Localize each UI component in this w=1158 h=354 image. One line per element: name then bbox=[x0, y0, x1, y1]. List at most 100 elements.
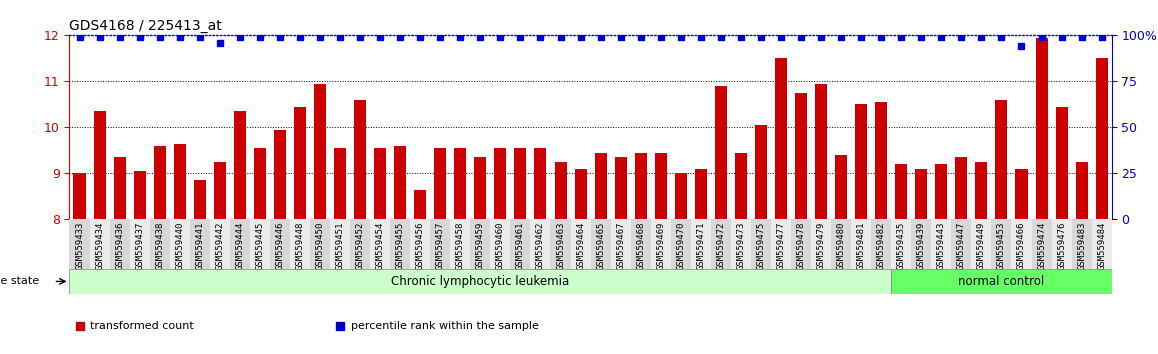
Text: GSM559478: GSM559478 bbox=[797, 222, 806, 270]
Bar bbox=[174, 143, 185, 219]
Text: GSM559464: GSM559464 bbox=[576, 222, 585, 270]
Bar bbox=[1092, 219, 1112, 269]
Text: GSM559469: GSM559469 bbox=[657, 222, 665, 270]
Text: GSM559480: GSM559480 bbox=[836, 222, 845, 270]
Bar bbox=[1076, 162, 1087, 219]
Text: GSM559465: GSM559465 bbox=[596, 222, 606, 270]
Text: GSM559437: GSM559437 bbox=[135, 222, 144, 270]
Text: GSM559468: GSM559468 bbox=[636, 222, 645, 270]
Text: GDS4168 / 225413_at: GDS4168 / 225413_at bbox=[69, 19, 222, 33]
Bar bbox=[1011, 219, 1032, 269]
Bar bbox=[511, 219, 530, 269]
Text: GSM559462: GSM559462 bbox=[536, 222, 545, 270]
Bar bbox=[610, 219, 631, 269]
Bar bbox=[371, 219, 390, 269]
Text: GSM559475: GSM559475 bbox=[756, 222, 765, 270]
Text: GSM559466: GSM559466 bbox=[1017, 222, 1026, 270]
Text: GSM559441: GSM559441 bbox=[196, 222, 204, 270]
Bar bbox=[69, 219, 89, 269]
Text: GSM559454: GSM559454 bbox=[375, 222, 384, 270]
Bar bbox=[635, 153, 646, 219]
Bar bbox=[791, 219, 811, 269]
Bar bbox=[130, 219, 149, 269]
Bar bbox=[214, 162, 226, 219]
Bar bbox=[871, 219, 892, 269]
FancyBboxPatch shape bbox=[892, 269, 1112, 294]
Bar bbox=[454, 148, 467, 219]
Bar bbox=[415, 189, 426, 219]
Text: GSM559461: GSM559461 bbox=[516, 222, 525, 270]
Bar bbox=[113, 157, 125, 219]
Bar bbox=[274, 130, 286, 219]
Text: GSM559450: GSM559450 bbox=[315, 222, 324, 270]
Text: GSM559460: GSM559460 bbox=[496, 222, 505, 270]
Bar bbox=[270, 219, 290, 269]
Bar bbox=[651, 219, 670, 269]
Bar bbox=[815, 84, 827, 219]
Bar bbox=[334, 148, 346, 219]
Text: GSM559477: GSM559477 bbox=[777, 222, 785, 270]
Text: GSM559481: GSM559481 bbox=[857, 222, 866, 270]
Bar bbox=[1051, 219, 1071, 269]
Bar bbox=[310, 219, 330, 269]
Bar bbox=[714, 86, 727, 219]
Bar bbox=[133, 171, 146, 219]
Text: GSM559471: GSM559471 bbox=[696, 222, 705, 270]
Bar bbox=[494, 148, 506, 219]
Text: normal control: normal control bbox=[959, 275, 1045, 288]
Bar bbox=[250, 219, 270, 269]
Text: GSM559456: GSM559456 bbox=[416, 222, 425, 270]
FancyBboxPatch shape bbox=[69, 269, 892, 294]
Bar bbox=[895, 164, 907, 219]
Bar bbox=[1032, 219, 1051, 269]
Bar bbox=[234, 111, 245, 219]
Text: GSM559470: GSM559470 bbox=[676, 222, 686, 270]
Bar bbox=[290, 219, 310, 269]
Text: GSM559435: GSM559435 bbox=[896, 222, 906, 270]
Text: GSM559438: GSM559438 bbox=[155, 222, 164, 270]
Bar bbox=[1071, 219, 1092, 269]
Bar bbox=[431, 219, 450, 269]
Bar bbox=[831, 219, 851, 269]
Bar bbox=[771, 219, 791, 269]
Text: GSM559451: GSM559451 bbox=[336, 222, 345, 270]
Bar bbox=[594, 153, 607, 219]
Bar bbox=[94, 111, 105, 219]
Text: GSM559440: GSM559440 bbox=[175, 222, 184, 270]
Bar bbox=[972, 219, 991, 269]
Bar bbox=[530, 219, 550, 269]
Text: GSM559453: GSM559453 bbox=[997, 222, 1006, 270]
Bar bbox=[170, 219, 190, 269]
Text: GSM559473: GSM559473 bbox=[736, 222, 746, 270]
Bar bbox=[410, 219, 431, 269]
Bar bbox=[892, 219, 911, 269]
Text: GSM559443: GSM559443 bbox=[937, 222, 946, 270]
Bar bbox=[555, 162, 566, 219]
Bar bbox=[955, 157, 967, 219]
Bar bbox=[535, 148, 547, 219]
Text: GSM559444: GSM559444 bbox=[235, 222, 244, 270]
Bar bbox=[750, 219, 771, 269]
Bar bbox=[490, 219, 511, 269]
Bar bbox=[952, 219, 972, 269]
Bar bbox=[735, 153, 747, 219]
Text: GSM559448: GSM559448 bbox=[295, 222, 305, 270]
Text: GSM559483: GSM559483 bbox=[1077, 222, 1086, 270]
Bar bbox=[374, 148, 386, 219]
Bar bbox=[691, 219, 711, 269]
Bar bbox=[254, 148, 266, 219]
Text: GSM559474: GSM559474 bbox=[1038, 222, 1046, 270]
Bar bbox=[1056, 107, 1068, 219]
Bar bbox=[654, 153, 667, 219]
Bar bbox=[675, 173, 687, 219]
Bar bbox=[670, 219, 691, 269]
Bar bbox=[835, 155, 848, 219]
Bar bbox=[149, 219, 170, 269]
Bar bbox=[975, 162, 988, 219]
Text: GSM559442: GSM559442 bbox=[215, 222, 225, 270]
Bar bbox=[110, 219, 130, 269]
Bar bbox=[615, 157, 626, 219]
Bar bbox=[390, 219, 410, 269]
Bar bbox=[294, 107, 306, 219]
Bar bbox=[775, 58, 787, 219]
